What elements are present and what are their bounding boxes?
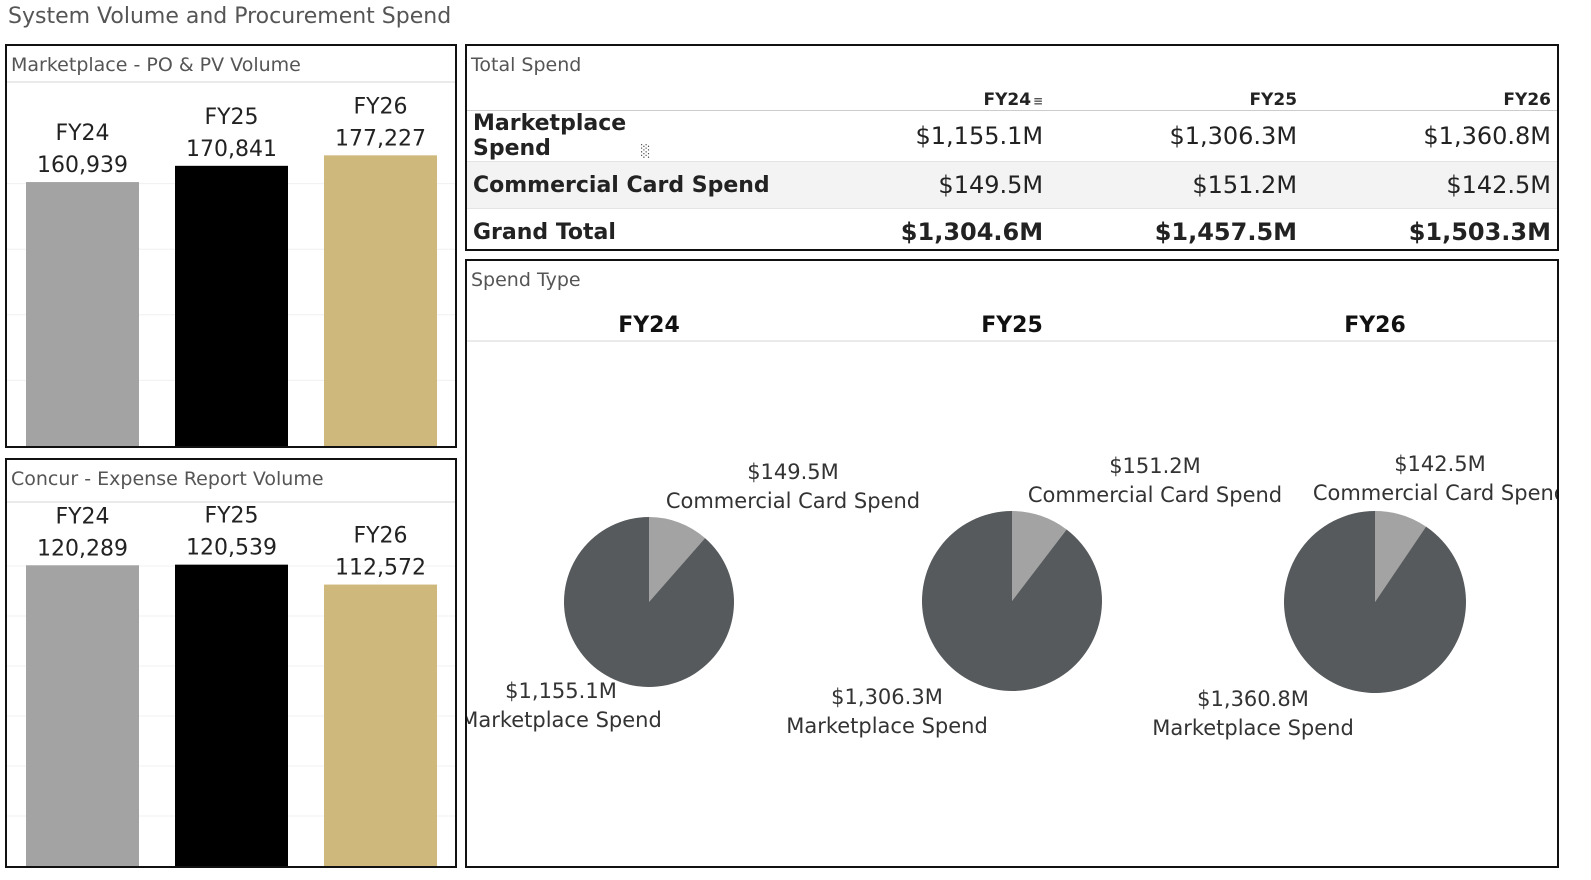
bar-value-label: 177,227 [335,126,426,151]
bar-value-label: 112,572 [335,556,426,581]
table-row-grand-total: Grand Total $1,304.6M $1,457.5M $1,503.3… [467,208,1557,249]
pie-slice-commercial-card[interactable] [1012,511,1067,601]
pie-slice-commercial-card[interactable] [1375,511,1427,602]
table-row: Marketplace Spend ░ $1,155.1M $1,306.3M $… [467,110,1557,162]
column-header-fy25[interactable]: FY25 [1049,90,1304,111]
table-cell: $142.5M [1303,161,1557,209]
concur-volume-title: Concur - Expense Report Volume [11,468,324,490]
slice-value-label: $1,155.1M [505,679,617,703]
slice-value-label: $1,306.3M [831,685,943,709]
bar-category-label: FY24 [55,121,109,146]
bar-category-label: FY25 [204,504,258,529]
table-header-row: FY24 ≡ FY25 FY26 [467,90,1557,111]
slice-name-label: Commercial Card Spend [666,489,920,513]
table-cell: $1,304.6M [798,208,1050,249]
slice-name-label: Commercial Card Spend [1313,481,1557,505]
slice-value-label: $151.2M [1109,454,1201,478]
table-cell: $1,155.1M [798,110,1050,162]
pie-header-fy24: FY24 [618,313,680,338]
concur-volume-chart: FY24 120,289 FY25 120,539 FY26 112,572 [7,501,455,866]
marketplace-volume-title: Marketplace - PO & PV Volume [11,54,301,76]
bar-fy24[interactable] [26,565,139,866]
bar-value-label: 160,939 [37,153,128,178]
slice-name-label: Marketplace Spend [786,714,988,738]
pie-header-fy25: FY25 [981,313,1043,338]
spend-type-panel: Spend Type FY24 $149.5M Commercial Card Sp… [465,259,1559,868]
pie-slice-commercial-card[interactable] [649,517,706,602]
slice-name-label: Commercial Card Spend [1028,483,1282,507]
spend-type-title: Spend Type [471,269,581,291]
column-header-fy24[interactable]: FY24 ≡ [798,90,1050,111]
table-cell: $1,360.8M [1303,110,1557,162]
table-cell: $1,457.5M [1049,208,1304,249]
slice-value-label: $149.5M [747,460,839,484]
concur-volume-panel: Concur - Expense Report Volume FY24 120,2… [5,458,457,868]
slice-value-label: $1,360.8M [1197,687,1309,711]
total-spend-panel: Total Spend FY24 ≡ FY25 FY26 Marketplace … [465,44,1559,251]
pie-slice-marketplace[interactable] [922,511,1102,691]
bar-fy26[interactable] [324,584,437,866]
table-corner [467,90,799,111]
table-row: Commercial Card Spend $149.5M $151.2M $1… [467,161,1557,209]
table-cell: $1,306.3M [1049,110,1304,162]
column-header-fy26[interactable]: FY26 [1303,90,1557,111]
pie-slice-marketplace[interactable] [1284,511,1467,693]
table-cell: $1,503.3M [1303,208,1557,249]
bar-category-label: FY26 [353,524,407,549]
bar-fy25[interactable] [175,165,288,446]
bar-category-label: FY25 [204,105,258,130]
total-spend-table: FY24 ≡ FY25 FY26 Marketplace Spend ░ $1,15… [467,90,1557,249]
sort-icon[interactable]: ≡ [1033,94,1044,108]
bar-category-label: FY26 [353,94,407,119]
bar-category-label: FY24 [55,504,109,529]
marketplace-volume-chart: FY24 160,939 FY25 170,841 FY26 177,227 [7,81,455,446]
dashboard-title: System Volume and Procurement Spend [8,4,452,29]
slice-name-label: Marketplace Spend [467,708,662,732]
table-cell: $151.2M [1049,161,1304,209]
pie-header-fy26: FY26 [1344,313,1406,338]
marketplace-volume-panel: Marketplace - PO & PV Volume FY24 160,939… [5,44,457,448]
slice-value-label: $142.5M [1394,452,1486,476]
slice-name-label: Marketplace Spend [1152,716,1354,740]
spend-type-chart: FY24 $149.5M Commercial Card Spend $1,155.1… [467,313,1557,740]
bar-fy24[interactable] [26,182,139,446]
table-cell: $149.5M [798,161,1050,209]
pie-slice-marketplace[interactable] [564,517,734,687]
bar-value-label: 120,289 [37,536,128,561]
bar-fy26[interactable] [324,155,437,446]
total-spend-title: Total Spend [471,54,582,76]
bar-value-label: 170,841 [186,137,277,162]
row-label-commercial-card: Commercial Card Spend [467,161,799,209]
row-label-grand-total: Grand Total [467,208,799,249]
bar-value-label: 120,539 [186,536,277,561]
bar-chart-icon[interactable]: ░ [640,144,651,158]
bar-fy25[interactable] [175,564,288,866]
row-label-marketplace: Marketplace Spend ░ [467,110,799,162]
